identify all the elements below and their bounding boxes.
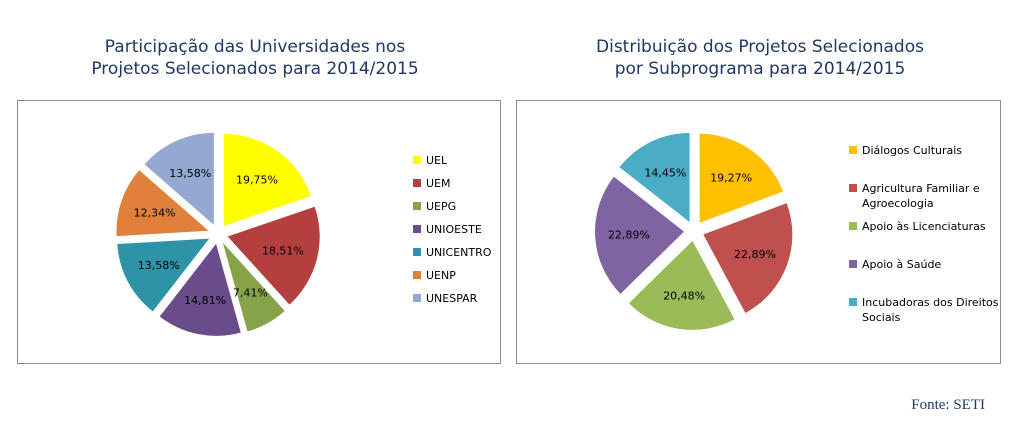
legend-swatch — [849, 260, 857, 268]
slice-label-agricultura-familiar-e-agroecologia: 22,89% — [734, 248, 776, 261]
legend-label: UNIOESTE — [426, 223, 482, 236]
pie-slice-uenp — [116, 170, 209, 237]
pie-slice-incubadoras-dos-direitos-sociais — [619, 133, 690, 223]
slice-label-unespar: 13,58% — [169, 167, 211, 180]
legend-label: Incubadoras dos Direitos Sociais — [862, 296, 999, 324]
legend-label: UEPG — [426, 200, 457, 213]
chart-2-title: Distribuição dos Projetos Selecionados p… — [525, 36, 995, 80]
legend-swatch — [849, 146, 857, 154]
chart-2-pie: 19,27% 22,89% 20,48% 22,89% 14,45% — [595, 133, 793, 330]
chart-1-title: Participação das Universidades nos Proje… — [40, 36, 470, 80]
legend-item-uel: UEL — [413, 153, 573, 168]
pie-slice-unicentro — [117, 238, 210, 312]
legend-swatch — [413, 248, 421, 256]
legend-item-apoio-as-licenciaturas: Apoio às Licenciaturas — [849, 219, 1009, 234]
legend-item-agricultura-familiar-e-agroecologia: Agricultura Familiar e Agroecologia — [849, 181, 1009, 211]
legend-swatch — [849, 298, 857, 306]
legend-label: UENP — [426, 269, 456, 282]
slice-label-uel: 19,75% — [236, 173, 278, 186]
legend-item-uem: UEM — [413, 176, 573, 191]
pie-slice-unespar — [144, 132, 214, 225]
legend-item-uepg: UEPG — [413, 199, 573, 214]
slice-label-dialogos-culturais: 19,27% — [710, 171, 752, 184]
pie-slice-apoio-a-saude — [595, 176, 685, 294]
pie-slice-uem — [227, 206, 320, 305]
chart-2-frame: 19,27% 22,89% 20,48% 22,89% 14,45% Diálogos … — [516, 100, 1001, 364]
legend-swatch — [413, 294, 421, 302]
legend-label: UEM — [426, 177, 451, 190]
legend-swatch — [849, 184, 857, 192]
slice-label-uenp: 12,34% — [134, 206, 176, 219]
pie-slice-unioeste — [159, 243, 241, 336]
legend-item-incubadoras-dos-direitos-sociais: Incubadoras dos Direitos Sociais — [849, 295, 1009, 325]
legend-swatch — [413, 202, 421, 210]
chart-2-title-line-2: por Subprograma para 2014/2015 — [614, 59, 906, 79]
slice-label-unicentro: 13,58% — [138, 259, 180, 272]
legend-swatch — [849, 222, 857, 230]
slice-label-uepg: 7,41% — [233, 287, 268, 300]
legend-item-dialogos-culturais: Diálogos Culturais — [849, 143, 1009, 158]
legend-label: UNESPAR — [426, 292, 478, 305]
chart-2-title-line-1: Distribuição dos Projetos Selecionados — [596, 37, 924, 57]
pie-slice-dialogos-culturais — [699, 133, 783, 223]
chart-1-pie: 19,75% 18,51% 7,41% 14,81% 13,58% 12,34% 13,58… — [116, 132, 320, 336]
legend-item-unespar: UNESPAR — [413, 291, 573, 306]
legend-item-apoio-a-saude: Apoio à Saúde — [849, 257, 1009, 272]
legend-swatch — [413, 179, 421, 187]
source-note: Fonte: SETI — [911, 397, 985, 413]
legend-swatch — [413, 271, 421, 279]
slice-label-incubadoras-dos-direitos-sociais: 14,45% — [644, 166, 686, 179]
legend-label: Apoio à Saúde — [862, 258, 942, 271]
slice-label-apoio-as-licenciaturas: 20,48% — [663, 289, 705, 302]
legend-label: Diálogos Culturais — [862, 144, 963, 157]
legend-label: UEL — [426, 154, 448, 167]
pie-slice-uel — [223, 133, 311, 226]
slice-label-uem: 18,51% — [262, 245, 304, 258]
chart-1-frame: 19,75% 18,51% 7,41% 14,81% 13,58% 12,34% 13,58… — [17, 100, 501, 364]
pie-slice-agricultura-familiar-e-agroecologia — [703, 203, 793, 313]
legend-item-unioeste: UNIOESTE — [413, 222, 573, 237]
legend-label: UNICENTRO — [426, 246, 492, 259]
legend-label: Agricultura Familiar e Agroecologia — [862, 182, 980, 210]
slice-label-apoio-a-saude: 22,89% — [608, 229, 650, 242]
slice-label-unioeste: 14,81% — [184, 294, 226, 307]
pie-slice-uepg — [222, 242, 285, 332]
legend-item-unicentro: UNICENTRO — [413, 245, 573, 260]
chart-1-title-line-1: Participação das Universidades nos — [104, 37, 406, 57]
chart-1-title-line-2: Projetos Selecionados para 2014/2015 — [91, 59, 419, 79]
legend-label: Apoio às Licenciaturas — [862, 220, 986, 233]
pie-slice-apoio-as-licenciaturas — [628, 240, 735, 330]
legend-swatch — [413, 156, 421, 164]
legend-item-uenp: UENP — [413, 268, 573, 283]
legend-swatch — [413, 225, 421, 233]
